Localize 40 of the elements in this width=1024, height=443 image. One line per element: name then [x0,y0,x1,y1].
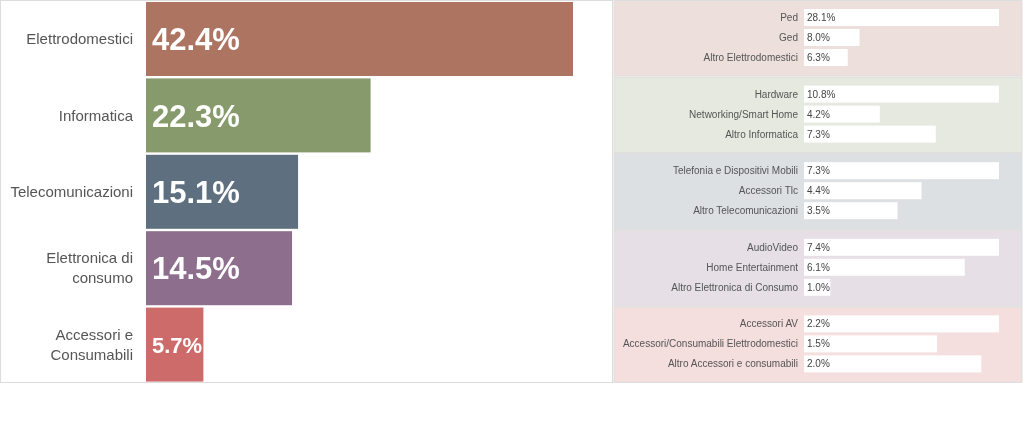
data-label: 15.1% [152,174,240,210]
y-tick-label: Home Entertainment [706,261,799,273]
data-label: 7.3% [807,165,830,177]
data-label: 3.5% [807,205,830,217]
y-tick-label: Telefonia e Dispositivi Mobili [672,165,798,177]
data-label: 1.5% [807,338,830,350]
data-label: 1.0% [807,281,830,293]
data-label: 6.3% [807,52,830,63]
y-tick-label: Accessori AV [739,318,799,330]
y-tick-label: Elettrodomestici [26,30,133,48]
data-label: 22.3% [152,98,240,134]
y-tick-label: Accessori Tlc [738,185,798,197]
y-tick-label: Accessori e Consumabili [50,325,133,363]
y-tick-label: Networking/Smart Home [689,108,799,120]
y-tick-label: Altro Informatica [725,128,799,140]
y-tick-label: Ped [780,12,798,23]
y-tick-label: Altro Telecomunicazioni [693,205,798,217]
y-tick-label: Ged [779,32,798,43]
data-label: 5.7% [152,332,203,358]
y-tick-label: Altro Accessori e consumabili [667,358,798,370]
data-label: 7.3% [807,128,830,140]
y-tick-label: Altro Elettronica di Consumo [671,281,799,293]
data-label: 4.4% [807,185,830,197]
data-label: 28.1% [807,12,836,23]
data-label: 14.5% [152,251,240,287]
y-tick-label: Elettronica di consumo [46,249,133,287]
data-label: 6.1% [807,261,830,273]
data-label: 8.0% [807,32,830,43]
data-label: 42.4% [152,22,240,58]
data-label: 7.4% [807,241,830,253]
data-label: 10.8% [807,88,836,100]
data-label: 2.0% [807,358,830,370]
data-label: 2.2% [807,318,830,330]
data-label: 4.2% [807,108,830,120]
y-tick-label: Informatica [58,106,134,124]
y-tick-label: AudioVideo [747,241,799,253]
y-tick-label: Accessori/Consumabili Elettrodomestici [622,338,798,350]
y-tick-label: Altro Elettrodomestici [703,52,798,63]
y-tick-label: Telecomunicazioni [10,183,133,201]
y-tick-label: Hardware [754,88,799,100]
